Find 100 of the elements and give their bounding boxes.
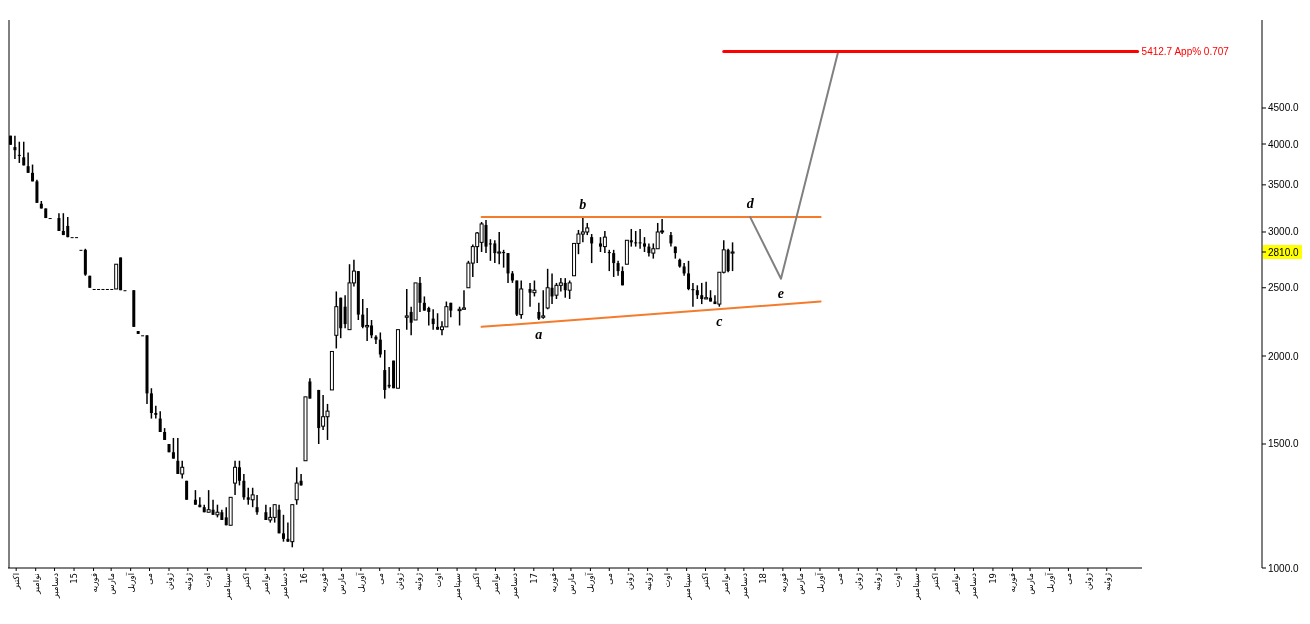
x-tick-label: فوریه: [548, 573, 559, 593]
x-tick-label: مارس: [565, 573, 576, 595]
x-tick-label: آوریل: [354, 572, 366, 593]
candlestick: [558, 277, 563, 293]
candlestick: [361, 298, 365, 329]
candlestick: [580, 217, 585, 244]
x-tick-label: سپتامبر: [681, 573, 692, 601]
candlestick: [206, 489, 211, 513]
x-tick-label: ژوئیه: [1101, 573, 1112, 591]
x-tick-label: می: [144, 573, 155, 585]
x-tick-label: 19: [987, 573, 998, 584]
candlestick: [176, 437, 180, 475]
x-tick-label: اوت: [891, 573, 902, 588]
x-tick-label: اکتبر: [700, 573, 711, 591]
annotation: c: [716, 313, 724, 329]
x-tick-label: نوامبر: [490, 573, 501, 595]
candlestick: [277, 503, 281, 535]
candlestick: [35, 178, 39, 204]
x-tick-label: سپتامبر: [452, 573, 463, 601]
x-tick-label: اکتبر: [11, 573, 22, 591]
y-tick-label: 1000.0: [1268, 562, 1300, 574]
x-tick-label: دسامبر: [968, 572, 979, 600]
candlestick: [233, 460, 238, 496]
candlestick: [149, 387, 153, 420]
x-tick-label: اوت: [432, 573, 443, 588]
candlestick: [497, 231, 502, 265]
x-tick-label: دسامبر: [738, 572, 749, 600]
x-tick-label: می: [604, 573, 615, 585]
x-tick-label: اکتبر: [930, 573, 941, 591]
x-tick-label: ژوئیه: [642, 573, 653, 591]
x-tick-label: ژوئن: [853, 573, 864, 591]
x-tick-label: ژوئیه: [413, 573, 424, 591]
candlestick: [255, 494, 259, 516]
candlestick: [479, 221, 484, 253]
x-tick-label: نوامبر: [260, 573, 271, 595]
candlestick: [700, 282, 704, 305]
x-tick-label: ژوئن: [163, 573, 174, 591]
x-tick-label: آوریل: [813, 572, 825, 593]
candlestick: [506, 252, 510, 284]
candlestick: [687, 260, 691, 291]
candlestick: [378, 331, 382, 359]
x-tick-label: 18: [758, 573, 769, 584]
annotation: e: [777, 285, 785, 301]
x-tick-label: نوامبر: [30, 573, 41, 595]
x-tick-label: فوریه: [318, 573, 329, 593]
x-tick-label: مارس: [106, 573, 117, 595]
candlestick: [655, 222, 660, 250]
candlestick: [620, 265, 624, 287]
x-tick-label: می: [1063, 573, 1074, 585]
x-tick-label: دسامبر: [279, 572, 290, 600]
x-tick-label: مارس: [1025, 573, 1036, 595]
x-tick-label: فوریه: [88, 573, 99, 593]
annotation: b: [579, 196, 587, 212]
candlestick: [643, 236, 646, 253]
y-tick-label: 3000.0: [1268, 226, 1300, 238]
candlestick: [242, 473, 246, 501]
x-tick-label: اکتبر: [470, 573, 481, 591]
candlestick: [612, 249, 616, 278]
candlestick: [493, 239, 497, 264]
series-label: 5412.7 App% 0.707: [1141, 46, 1230, 58]
candlestick: [17, 140, 21, 164]
x-tick-label: ژوئن: [394, 573, 405, 591]
x-tick-label: نوامبر: [949, 573, 960, 595]
x-tick-label: مارس: [336, 573, 347, 595]
y-tick-label: 4000.0: [1268, 138, 1300, 150]
x-tick-label: فوریه: [1007, 573, 1018, 593]
y-tick-label: 2810.0: [1268, 246, 1300, 258]
x-tick-label: 15: [69, 573, 80, 584]
candlestick: [431, 308, 435, 331]
candlestick: [607, 249, 611, 272]
x-tick-label: سپتامبر: [911, 573, 922, 601]
candlestick: [541, 289, 546, 320]
y-tick-label: 3500.0: [1268, 179, 1300, 191]
x-tick-label: آوریل: [1043, 572, 1055, 593]
x-tick-label: می: [833, 573, 844, 585]
x-tick-label: دسامبر: [49, 572, 60, 600]
candlestick: [374, 334, 378, 345]
x-tick-label: اوت: [662, 573, 673, 588]
candlestick: [237, 460, 241, 487]
x-tick-label: ژوئن: [1082, 573, 1093, 591]
x-tick-label: نوامبر: [719, 573, 730, 595]
annotation: a: [535, 326, 543, 342]
x-tick-label: آوریل: [124, 572, 136, 593]
candlestick: [624, 239, 629, 265]
candlestick: [294, 466, 299, 506]
candlestick: [730, 241, 735, 272]
x-tick-label: آوریل: [584, 572, 596, 593]
x-tick-label: مارس: [795, 573, 806, 595]
x-tick-label: می: [374, 573, 385, 585]
candlestick: [404, 288, 409, 331]
candlestick: [638, 228, 642, 250]
candlestick: [365, 307, 370, 342]
candlestick: [567, 279, 572, 300]
x-tick-label: اوت: [202, 573, 213, 588]
x-tick-label: اکتبر: [240, 573, 251, 591]
x-tick-label: 17: [528, 573, 539, 584]
candlestick: [590, 233, 594, 264]
x-tick-label: 16: [298, 573, 309, 584]
x-tick-label: دسامبر: [509, 572, 520, 600]
candlestick: [383, 349, 387, 400]
